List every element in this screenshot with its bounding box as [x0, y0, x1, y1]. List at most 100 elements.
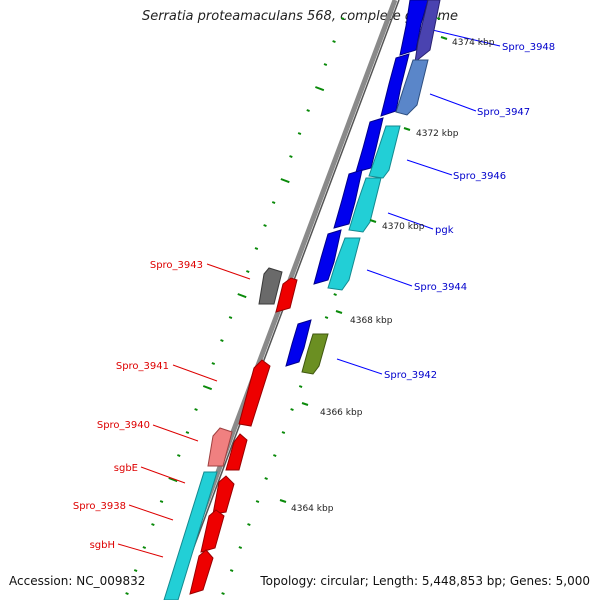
tick-mark [228, 316, 233, 319]
gene-spro-3942-olive [301, 333, 329, 375]
tick-mark [159, 500, 164, 503]
gene-label-spro-3938: Spro_3938 [73, 501, 126, 512]
tick-mark [185, 431, 190, 434]
tick-mark [271, 201, 276, 204]
gene-label-spro-3940: Spro_3940 [97, 420, 150, 431]
gene-label-spro-3944: Spro_3944 [414, 282, 467, 293]
tick-mark [436, 17, 441, 20]
leader-line [152, 424, 199, 442]
tick-mark [133, 569, 138, 572]
kbp-tick-mark [440, 36, 448, 40]
leader-line [336, 358, 383, 375]
gene-label-spro-3948: Spro_3948 [502, 42, 555, 53]
leader-line [140, 466, 186, 484]
tick-mark [202, 385, 213, 391]
gene-label-spro-3943: Spro_3943 [150, 260, 203, 271]
gene-spro-3946-cyan [368, 125, 401, 179]
kbp-tick-mark [403, 127, 411, 131]
tick-mark [264, 477, 268, 480]
gene-pgk-cyan [348, 177, 382, 233]
tick-mark [273, 454, 277, 457]
gene-spro-3943-red [275, 277, 298, 313]
leader-line [429, 93, 477, 112]
leader-line [387, 212, 434, 230]
leader-line [366, 269, 413, 287]
kbp-label: 4370 kbp [382, 222, 425, 232]
kbp-label: 4374 kbp [452, 38, 495, 48]
gene-spro-3943-gray [258, 267, 283, 305]
tick-mark [306, 109, 310, 112]
tick-mark [263, 224, 267, 227]
kbp-tick-mark [369, 219, 377, 223]
gene-label-sgbh: sgbH [90, 540, 115, 551]
gene-spro-3948-blue [399, 0, 429, 56]
leader-line [423, 27, 501, 47]
leader-line [128, 504, 174, 521]
tick-mark [194, 408, 198, 411]
tick-mark [220, 339, 224, 342]
gene-spro-3948-slate [414, 0, 441, 64]
tick-mark [340, 17, 345, 20]
tick-mark [289, 155, 293, 158]
kbp-tick-mark [335, 310, 343, 314]
tick-mark [211, 362, 216, 365]
tick-mark [297, 132, 302, 135]
gene-spro-3938-red [200, 509, 225, 553]
tick-mark [333, 293, 337, 296]
forward-genes [285, 0, 441, 375]
tick-mark [315, 86, 325, 92]
tick-mark [324, 316, 329, 319]
gene-spro-3940-pink [207, 427, 233, 467]
gene-spro-3944-blue [313, 229, 342, 285]
tick-mark [221, 592, 225, 595]
tick-mark [237, 293, 247, 299]
kbp-tick-mark [279, 499, 287, 503]
tick-mark [229, 569, 234, 572]
gene-spro-3940-red [225, 433, 248, 471]
topology-text: Topology: circular; Length: 5,448,853 bp… [260, 574, 590, 588]
tick-mark [151, 523, 155, 526]
kbp-tick-mark [301, 402, 309, 406]
gene-label-spro-3947: Spro_3947 [477, 107, 530, 118]
tick-mark [255, 500, 260, 503]
gene-spro-3941 [238, 359, 271, 427]
tick-mark [142, 546, 147, 549]
tick-mark [280, 178, 290, 184]
gene-label-spro-3942: Spro_3942 [384, 370, 437, 381]
tick-mark [281, 431, 286, 434]
tick-mark [323, 63, 328, 66]
kbp-label: 4366 kbp [320, 408, 363, 418]
kbp-label: 4368 kbp [350, 316, 393, 326]
tick-mark [238, 546, 243, 549]
leader-line [172, 364, 218, 382]
gene-cyan-long [163, 471, 218, 600]
gene-label-pgk: pgk [435, 225, 454, 236]
kbp-label: 4372 kbp [416, 129, 459, 139]
gene-label-spro-3946: Spro_3946 [453, 171, 506, 182]
tick-mark [168, 477, 178, 483]
gene-pgk-blue [333, 169, 363, 229]
gene-sgbh-red [189, 549, 214, 595]
tick-mark [177, 454, 181, 457]
leader-line [406, 159, 453, 176]
leader-lines [117, 27, 501, 558]
gene-spro-3947-steel [395, 59, 429, 116]
gene-sgbe-red [212, 475, 235, 515]
gene-spro-3942-blue [285, 319, 312, 367]
gene-labels: Spro_3948 Spro_3947 Spro_3946 pgk Spro_3… [73, 42, 555, 551]
tick-mark [332, 40, 336, 43]
tick-mark [246, 270, 250, 273]
reverse-genes [163, 267, 298, 600]
kbp-labels: 4374 kbp 4372 kbp 4370 kbp 4368 kbp 4366… [279, 36, 495, 514]
leader-line [117, 543, 164, 558]
gene-spro-3944-cyan [327, 237, 361, 291]
accession-text: Accession: NC_009832 [9, 574, 146, 588]
leader-line [206, 263, 251, 280]
kbp-label: 4364 kbp [291, 504, 334, 514]
figure-title: Serratia proteamaculans 568, complete ge… [141, 9, 459, 24]
tick-mark [290, 408, 294, 411]
tick-mark [247, 523, 251, 526]
tick-mark [298, 385, 303, 388]
